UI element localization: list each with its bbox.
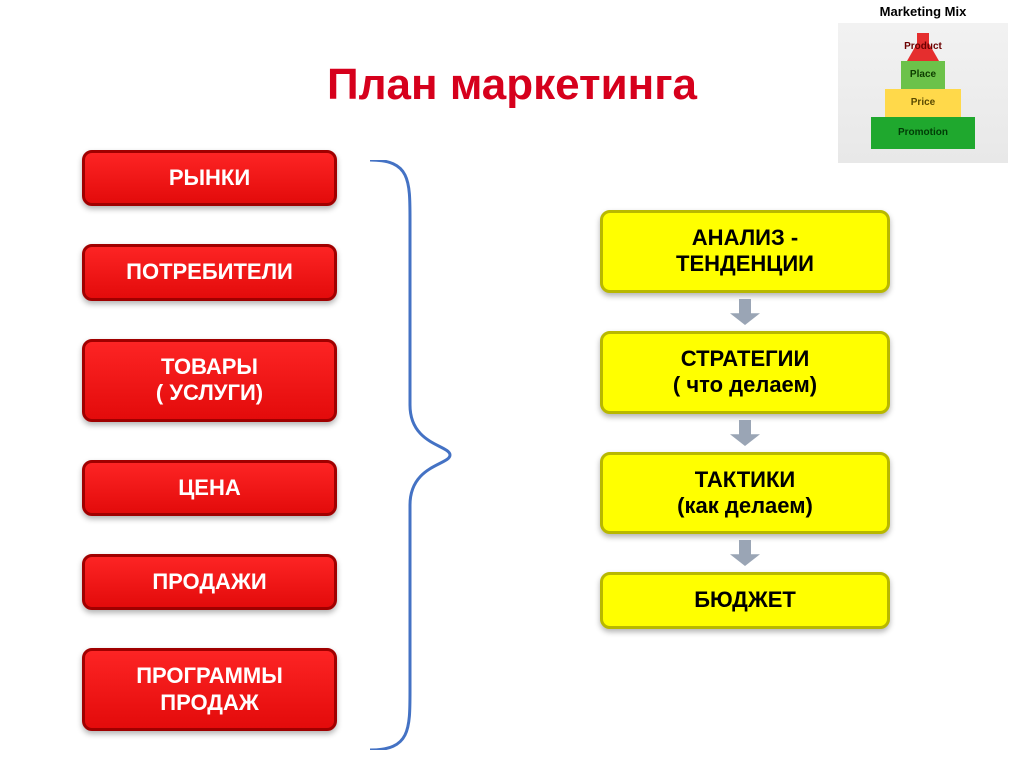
pyramid-layer-label: Promotion bbox=[898, 127, 948, 138]
left-box: РЫНКИ bbox=[82, 150, 337, 206]
left-column: РЫНКИ ПОТРЕБИТЕЛИ ТОВАРЫ( УСЛУГИ) ЦЕНА ПРОДА… bbox=[82, 150, 337, 731]
left-box: ЦЕНА bbox=[82, 460, 337, 516]
right-box: ТАКТИКИ(как делаем) bbox=[600, 452, 890, 535]
left-box: ТОВАРЫ( УСЛУГИ) bbox=[82, 339, 337, 422]
left-box: ПРОДАЖИ bbox=[82, 554, 337, 610]
arrow-down-icon bbox=[730, 420, 760, 446]
right-box: АНАЛИЗ -ТЕНДЕНЦИИ bbox=[600, 210, 890, 293]
left-box: ПРОГРАММЫПРОДАЖ bbox=[82, 648, 337, 731]
arrow-down-icon bbox=[730, 540, 760, 566]
pyramid-title: Marketing Mix bbox=[838, 4, 1008, 19]
arrow-down-icon bbox=[730, 299, 760, 325]
pyramid-layer-label: Place bbox=[910, 69, 936, 80]
pyramid-layer-label: Price bbox=[911, 97, 935, 108]
right-box: БЮДЖЕТ bbox=[600, 572, 890, 628]
pyramid-graphic: Marketing Mix Product Place Price Promotion bbox=[838, 4, 1008, 163]
brace-connector bbox=[360, 160, 460, 750]
right-box: СТРАТЕГИИ( что делаем) bbox=[600, 331, 890, 414]
right-column: АНАЛИЗ -ТЕНДЕНЦИИ СТРАТЕГИИ( что делаем) Т… bbox=[600, 210, 890, 629]
left-box: ПОТРЕБИТЕЛИ bbox=[82, 244, 337, 300]
pyramid-layer-label: Product bbox=[904, 41, 942, 52]
page-title: План маркетинга bbox=[327, 60, 697, 110]
